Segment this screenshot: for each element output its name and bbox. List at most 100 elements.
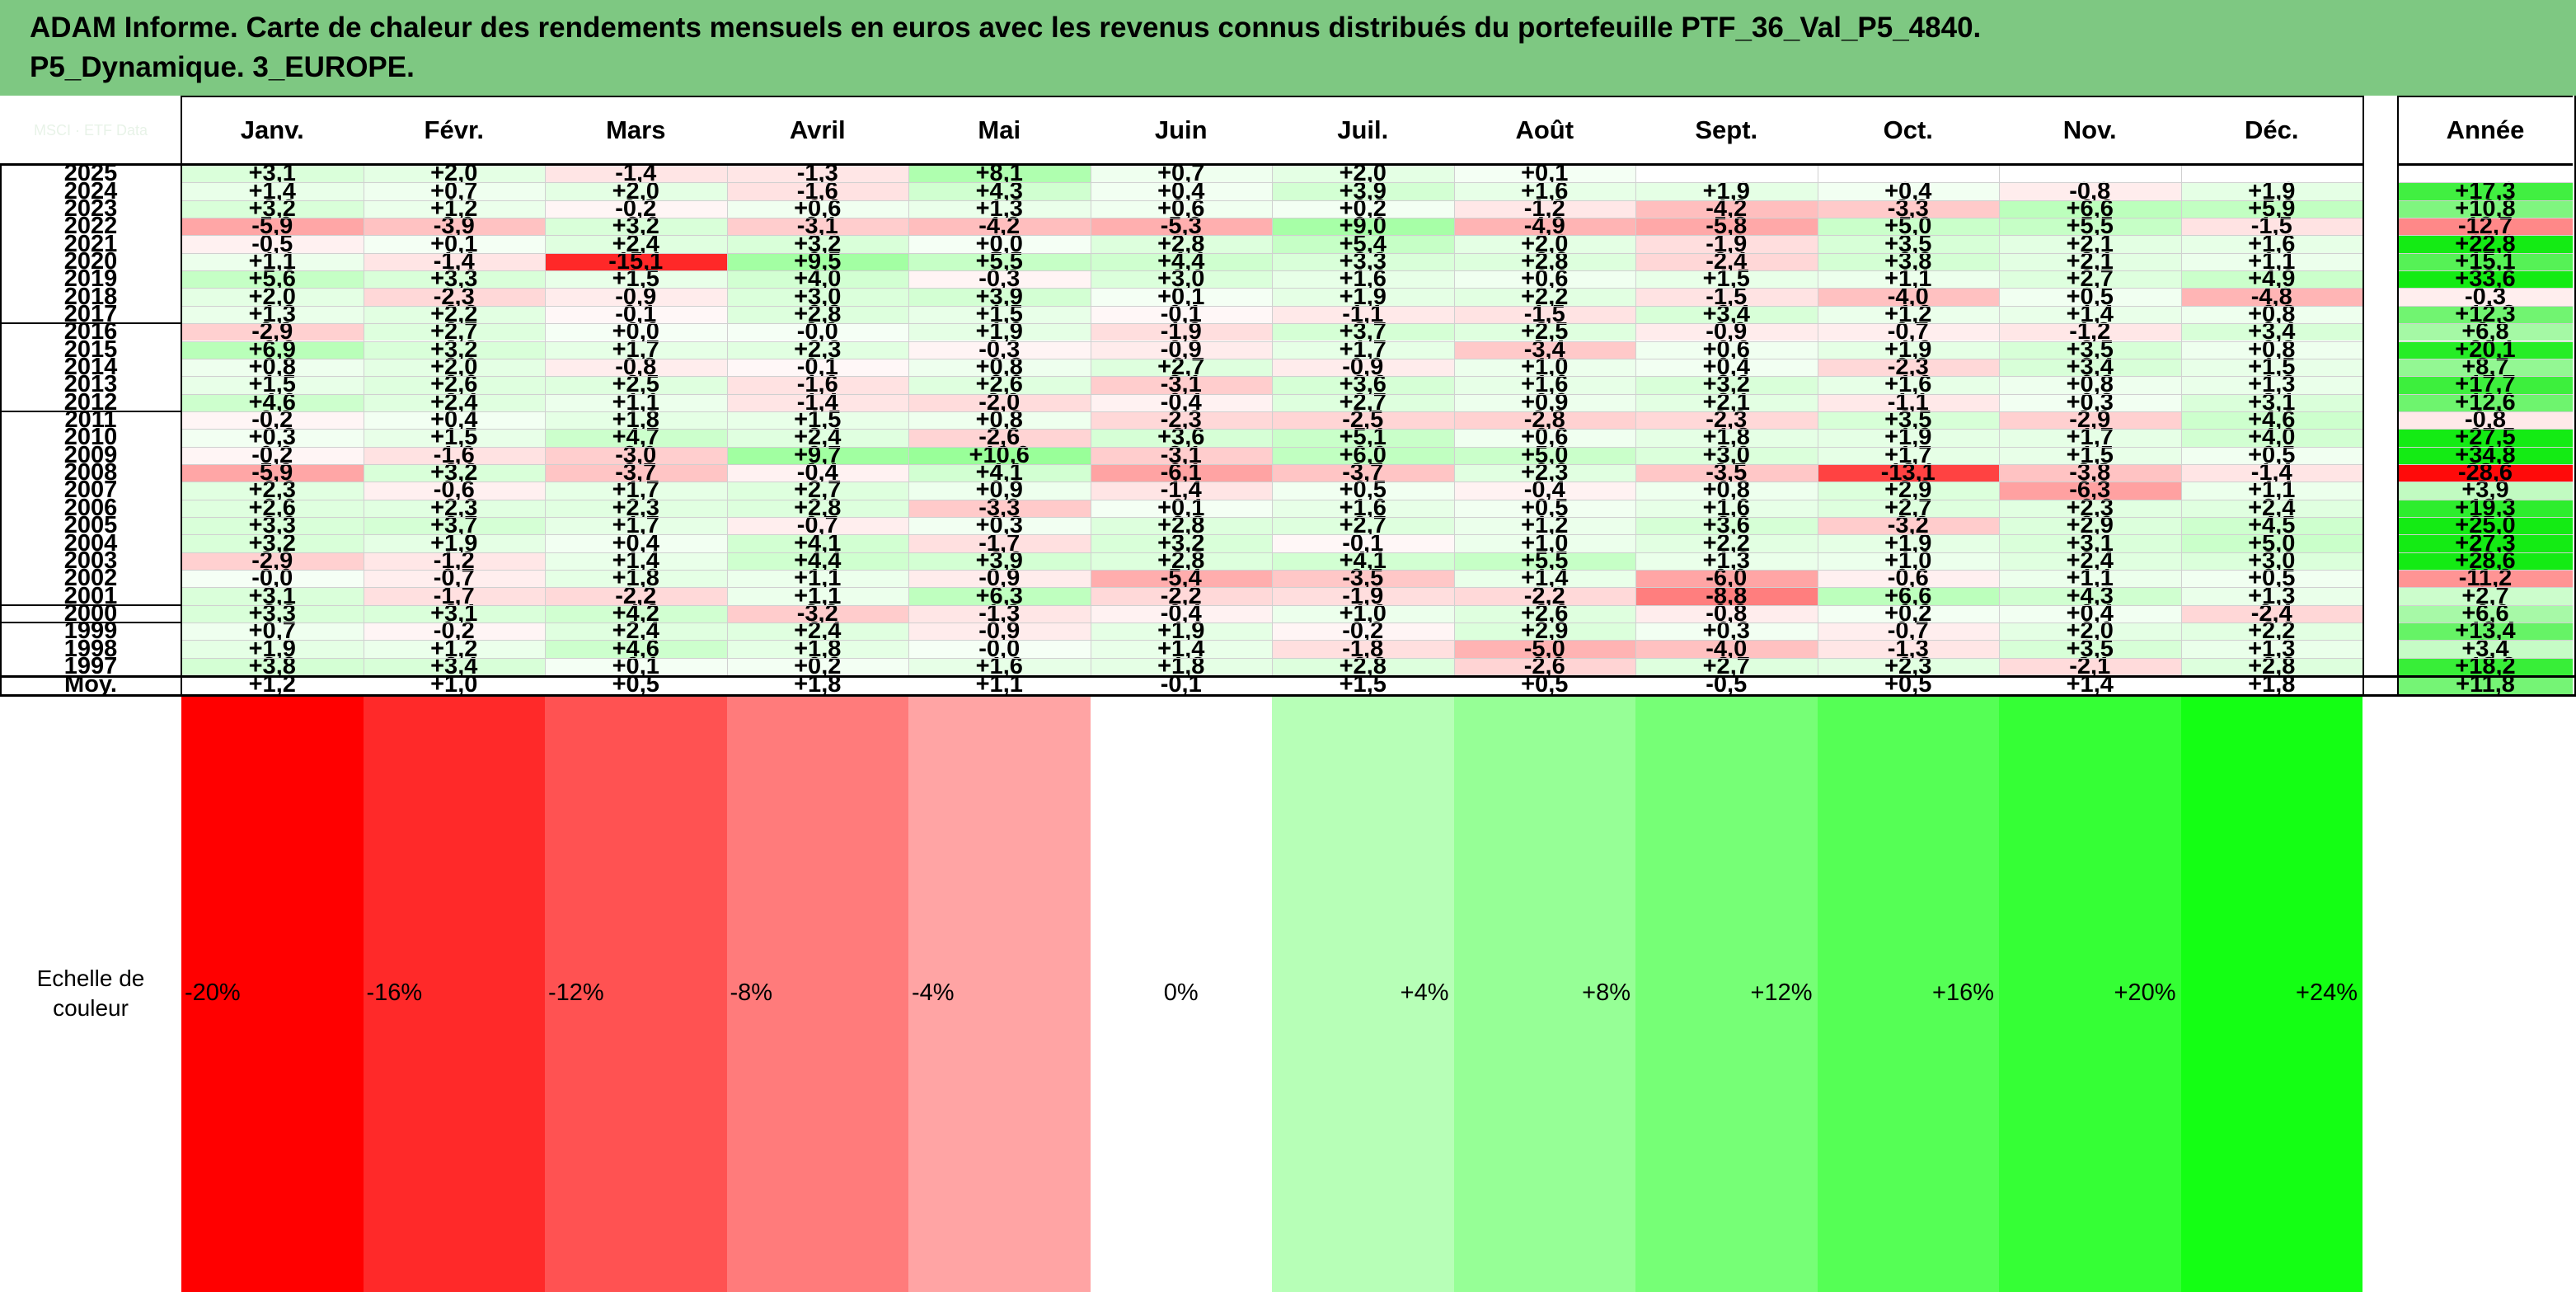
heatmap-cell: -6,3 [1999,477,2181,503]
scale-stop: -16% [363,694,545,1292]
average-cell: +0,5 [1817,671,1999,698]
scale-stop: +24% [2180,694,2363,1292]
heatmap-cell: +0,3 [908,512,1091,538]
heatmap-cell: +0,6 [1090,195,1272,222]
heatmap-cell: +5,1 [1272,424,1454,450]
heatmap-cell: -1,5 [2180,213,2363,239]
border-line [0,165,2,695]
heatmap-cell: +2,1 [1999,231,2181,257]
heatmap-cell: +0,4 [1635,354,1818,380]
heatmap-cell: -4,2 [908,213,1091,239]
heatmap-cell: +3,1 [2180,389,2363,416]
year-label: 2020 [0,248,181,275]
annual-cell: +18,2 [2398,653,2573,679]
heatmap-cell: +0,2 [1272,195,1454,222]
annual-cell: +25,0 [2398,512,2573,538]
heatmap-cell: +1,8 [1090,653,1272,679]
heatmap-cell: +2,0 [1453,231,1635,257]
heatmap-cell: +1,7 [1817,442,1999,468]
average-cell: +1,1 [908,671,1091,698]
heatmap-cell: +3,2 [181,195,364,222]
heatmap-cell: -0,2 [545,195,727,222]
row-gridline [2398,446,2573,448]
row-gridline [2398,570,2573,571]
heatmap-cell: +1,9 [1635,178,1818,204]
heatmap-cell: +2,7 [1999,265,2181,292]
heatmap-cell: +4,6 [181,389,364,416]
column-gridline [1635,165,1636,676]
heatmap-cell: +0,8 [2180,336,2363,363]
column-gridline [1999,165,2000,676]
heatmap-cell: +1,6 [1635,495,1818,521]
heatmap-cell: +1,3 [2180,371,2363,397]
heatmap-cell: +3,9 [908,547,1091,574]
heatmap-cell: +4,1 [726,530,908,557]
heatmap-cell: +3,2 [545,213,727,239]
heatmap-cell: -1,2 [363,547,545,574]
heatmap-cell: -1,7 [908,530,1091,557]
heatmap-cell: +2,4 [726,424,908,450]
heatmap-cell: +0,2 [726,653,908,679]
column-header: Juil. [1272,96,1454,165]
column-gridline [726,165,728,676]
chart-title-line2: P5_Dynamique. 3_EUROPE. [30,51,415,83]
heatmap-cell: +9,5 [726,248,908,275]
heatmap-cell: -0,3 [908,265,1091,292]
year-label: 2005 [0,512,181,538]
annual-cell: +12,6 [2398,389,2573,416]
average-label: Moy. [0,671,181,698]
year-group-separator [0,604,181,606]
heatmap-cell: +2,8 [1090,547,1272,574]
heatmap-cell: +3,4 [1635,301,1818,327]
heatmap-cell: +1,2 [363,195,545,222]
heatmap-cell: +0,5 [1272,477,1454,503]
annual-cell: +34,8 [2398,442,2573,468]
year-label: 2019 [0,265,181,292]
heatmap-cell: +0,7 [1090,160,1272,186]
heatmap-cell: -1,8 [1272,636,1454,662]
average-cell: +1,8 [726,671,908,698]
heatmap-cell: +1,3 [2180,636,2363,662]
heatmap-cell: +3,2 [363,459,545,486]
heatmap-cell: +3,4 [2180,318,2363,345]
heatmap-cell: +3,1 [363,600,545,627]
heatmap-cell: -4,2 [1635,195,1818,222]
heatmap-cell: +4,9 [2180,265,2363,292]
year-label: 2004 [0,530,181,557]
title-bar: ADAM Informe. Carte de chaleur des rende… [0,0,2576,96]
border-line [181,96,2363,97]
heatmap-cell: +5,6 [181,265,364,292]
heatmap-cell: +5,5 [1453,547,1635,574]
heatmap-cell: +2,7 [726,477,908,503]
heatmap-cell: +1,5 [2180,354,2363,380]
heatmap-cell: +1,2 [363,636,545,662]
heatmap-cell: +2,7 [363,318,545,345]
heatmap-cell: +6,0 [1272,442,1454,468]
heatmap-cell: +5,4 [1272,231,1454,257]
heatmap-cell: -2,4 [2180,600,2363,627]
column-header: Mai [908,96,1091,165]
heatmap-cell: +1,4 [1090,636,1272,662]
heatmap-cell: +0,8 [2180,301,2363,327]
heatmap-cell: -4,8 [2180,284,2363,310]
heatmap-cell: +1,6 [1272,265,1454,292]
heatmap-cell: +1,1 [545,389,727,416]
heatmap-cell: +0,4 [1090,178,1272,204]
scale-stop: +8% [1453,694,1635,1292]
border-line [181,96,182,695]
border-line [0,675,2576,679]
scale-label: Echelle de couleur [0,694,181,1292]
heatmap-cell: +4,3 [1999,583,2181,609]
heatmap-cell: +0,4 [1817,178,1999,204]
heatmap-cell: -0,2 [181,442,364,468]
heatmap-cell: +1,4 [1999,301,2181,327]
heatmap-cell: +3,5 [1999,636,2181,662]
heatmap-cell: +0,1 [1090,284,1272,310]
annual-cell: +6,6 [2398,600,2573,627]
heatmap-cell: -0,6 [1817,565,1999,591]
heatmap-cell: +3,5 [1817,231,1999,257]
heatmap-cell: +2,7 [1272,512,1454,538]
heatmap-cell: +1,3 [908,195,1091,222]
heatmap-cell: +1,9 [1817,336,1999,363]
heatmap-cell: -0,9 [1090,336,1272,363]
